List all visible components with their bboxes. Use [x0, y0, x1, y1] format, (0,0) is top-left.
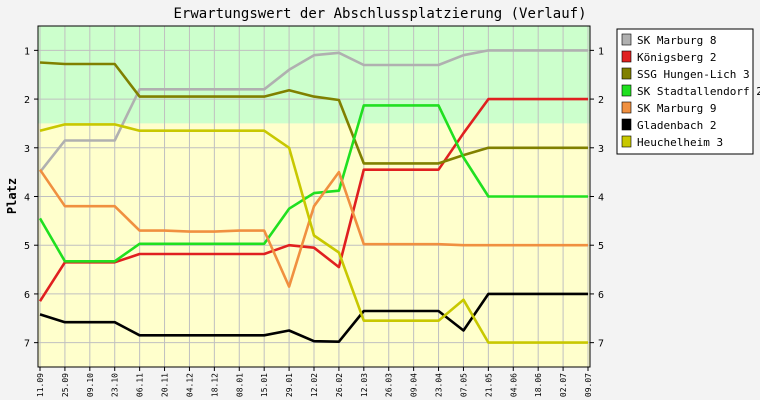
x-tick-label: 29.01	[285, 373, 294, 397]
y-tick-label-left: 7	[24, 339, 30, 350]
legend-swatch-1	[621, 33, 632, 46]
legend: SK Marburg 8 Königsberg 2 SSG Hungen-Lich …	[616, 28, 760, 155]
x-tick-label: 21.05	[484, 373, 493, 397]
y-axis-label: Platz	[5, 178, 19, 214]
x-tick-label: 02.07	[559, 373, 568, 397]
x-tick-label: 09.04	[410, 373, 419, 397]
legend-swatch-3	[621, 67, 632, 80]
x-tick-label: 12.02	[310, 373, 319, 397]
x-tick-label: 08.01	[235, 373, 244, 397]
legend-label-4: SK Stadtallendorf 2	[637, 85, 760, 98]
y-tick-label-right: 1	[598, 46, 604, 57]
series-line-5	[38, 168, 588, 288]
series-line-1	[38, 49, 588, 173]
legend-label-7: Heuchelheim 3	[637, 136, 723, 149]
x-tick-label: 09.10	[86, 373, 95, 397]
y-tick-label-left: 2	[24, 95, 30, 106]
y-tick-label-right: 2	[598, 95, 604, 106]
y-tick-label-left: 6	[24, 290, 30, 301]
legend-swatch-7	[621, 135, 632, 148]
x-tick-label: 04.06	[509, 373, 518, 397]
series-line-4	[38, 104, 588, 263]
chart-title: Erwartungswert der Abschlussplatzierung …	[173, 6, 586, 22]
x-tick-label: 25.09	[61, 373, 70, 397]
plot-border	[37, 25, 591, 368]
legend-swatch-6	[621, 118, 632, 131]
legend-box	[616, 28, 754, 155]
x-tick-label: 26.03	[385, 373, 394, 397]
x-tick-label: 06.11	[136, 373, 145, 397]
series-line-6	[39, 292, 588, 344]
x-tick-label: 07.05	[459, 373, 468, 397]
y-tick-label-right: 7	[598, 339, 604, 350]
legend-swatch-4	[621, 84, 632, 97]
series-line-7	[39, 123, 588, 344]
x-tick-label: 15.01	[260, 373, 269, 397]
x-tick-label: 20.11	[161, 373, 170, 397]
x-tick-label: 12.03	[360, 373, 369, 397]
legend-label-1: SK Marburg 8	[637, 34, 716, 47]
legend-label-3: SSG Hungen-Lich 3	[637, 68, 750, 81]
legend-label-2: Königsberg 2	[637, 51, 716, 64]
y-tick-label-left: 3	[24, 144, 30, 155]
x-tick-label: 11.09	[36, 373, 45, 397]
x-tick-label: 23.10	[111, 373, 120, 397]
plot-area: 11.09 25.09 09.10 23.10 06.11 20.11 04.12 18.12…	[24, 25, 604, 397]
series-line-3	[39, 61, 588, 165]
y-tick-label-right: 3	[598, 144, 604, 155]
x-tick-label: 18.12	[210, 373, 219, 397]
y-tick-label-left: 1	[24, 46, 30, 57]
x-tick-label: 23.04	[435, 373, 444, 397]
y-tick-label-left: 5	[24, 241, 30, 252]
y-tick-label-right: 4	[598, 193, 604, 204]
y-tick-label-right: 6	[598, 290, 604, 301]
x-tick-label: 26.02	[335, 373, 344, 397]
legend-label-5: SK Marburg 9	[637, 102, 716, 115]
x-tick-label: 04.12	[185, 373, 194, 397]
y-tick-label-right: 5	[598, 241, 604, 252]
x-tick-label: 18.06	[534, 373, 543, 397]
legend-label-6: Gladenbach 2	[637, 119, 716, 132]
series-line-2	[38, 97, 588, 302]
legend-swatch-2	[621, 50, 632, 63]
legend-swatch-5	[621, 101, 632, 114]
y-tick-label-left: 4	[24, 193, 30, 204]
x-tick-label: 09.07	[584, 373, 593, 397]
